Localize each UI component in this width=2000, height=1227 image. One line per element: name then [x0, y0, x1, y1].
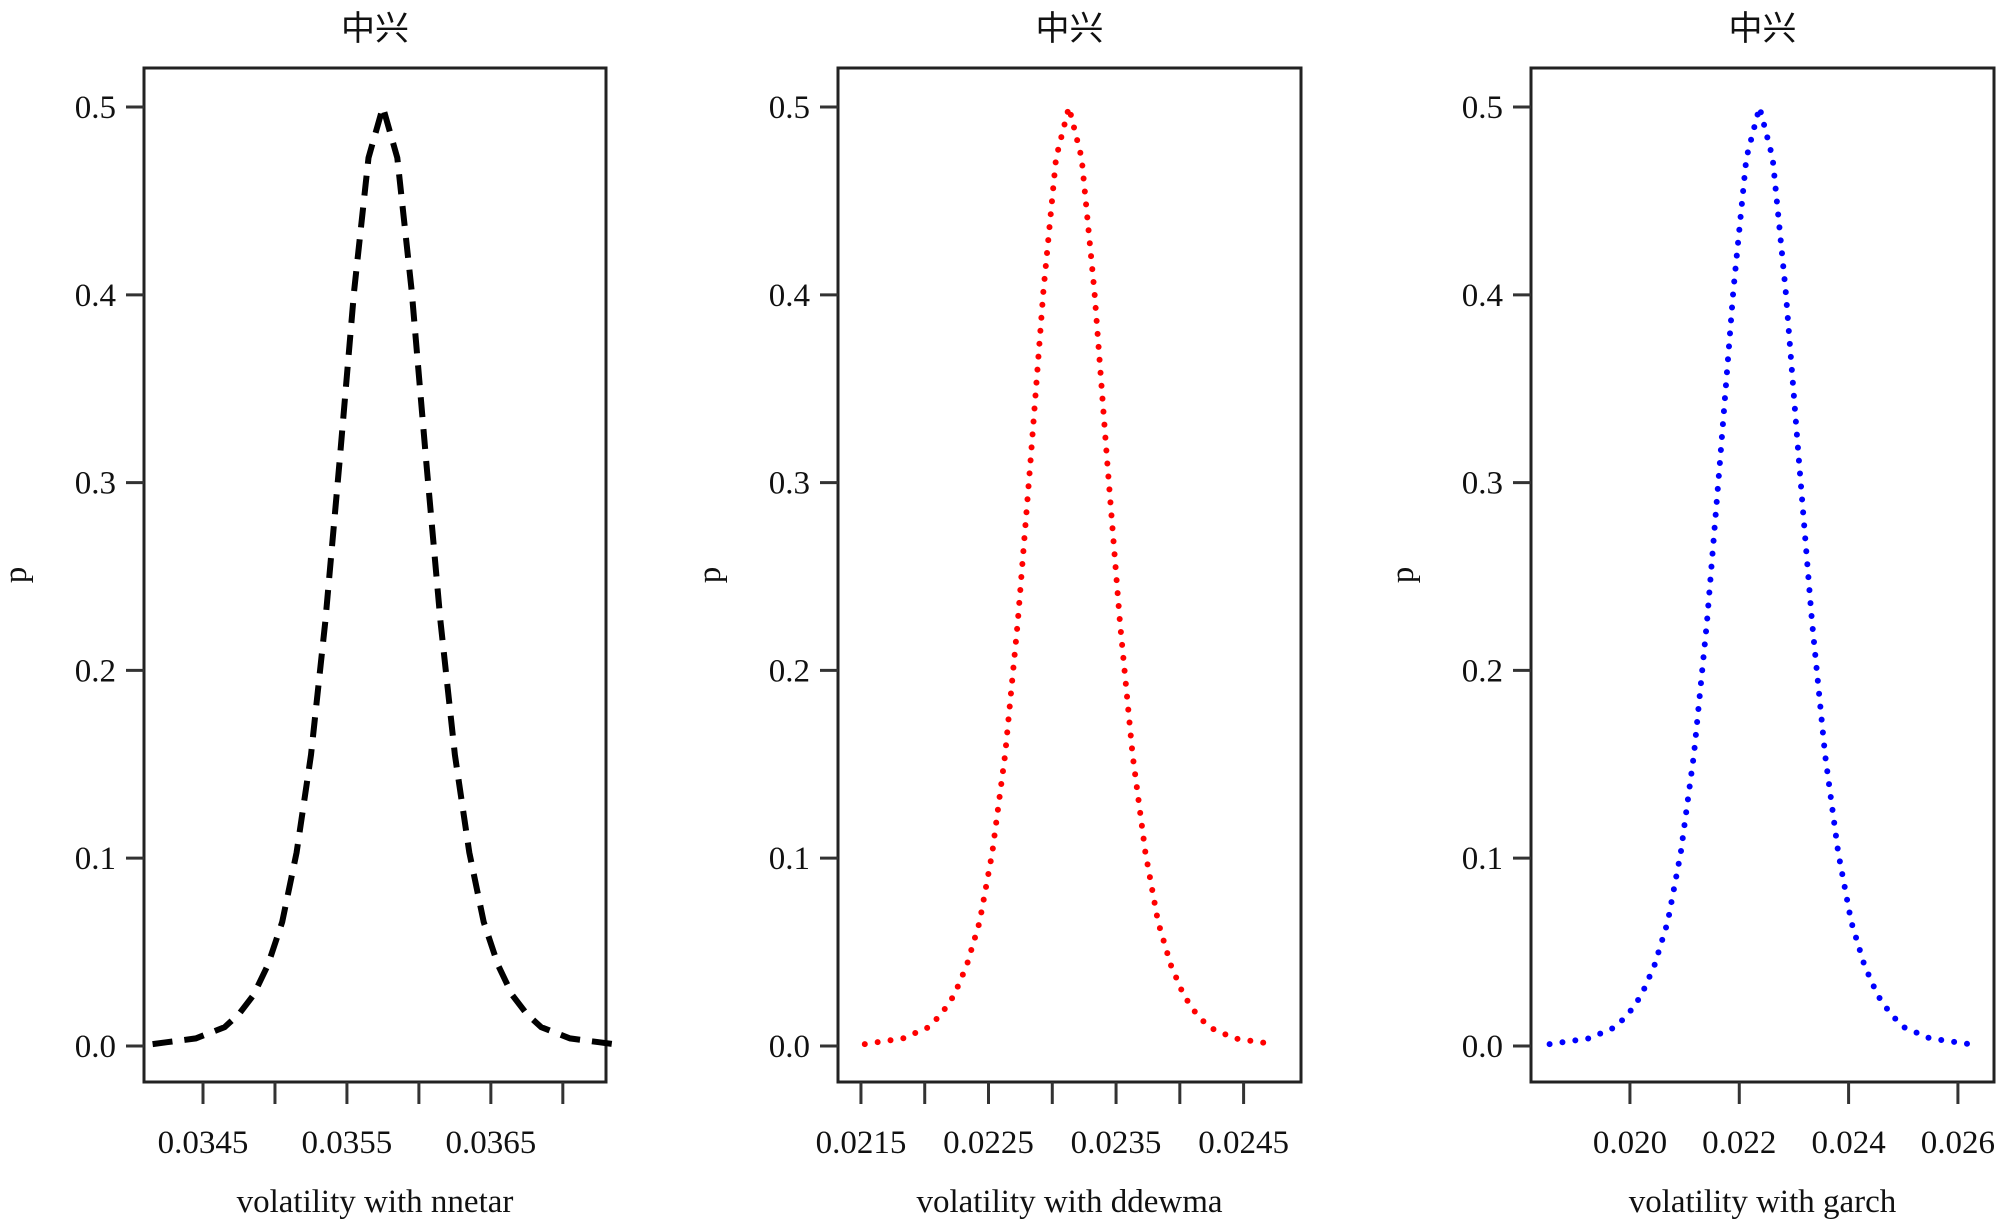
y-tick-label: 0.0 [1462, 1029, 1503, 1065]
y-axis-title: p [1385, 567, 1421, 584]
y-tick-label: 0.1 [769, 841, 810, 877]
y-tick-label: 0.0 [769, 1029, 810, 1065]
y-tick-label: 0.2 [1462, 653, 1503, 689]
panel-2: 中兴 0.0 0.1 0.2 0.3 0.4 0.5 0.0215 0.0225 0.0235 0.… [692, 10, 1303, 1220]
x-axis-title: volatility with ddewma [916, 1184, 1222, 1220]
density-line [1546, 95, 1973, 1048]
y-tick-label: 0.5 [1462, 90, 1503, 126]
x-tick-label: 0.0245 [1198, 1125, 1289, 1161]
x-tick-label: 0.020 [1593, 1125, 1667, 1161]
y-tick-label: 0.4 [1462, 278, 1503, 314]
x-tick-label: 0.0215 [816, 1125, 907, 1161]
density-line [152, 96, 614, 1048]
y-axis-title: p [0, 567, 34, 584]
y-tick-label: 0.1 [75, 841, 116, 877]
y-tick-label: 0.2 [75, 653, 116, 689]
y-tick-label: 0.3 [1462, 466, 1503, 502]
y-tick-label: 0.4 [769, 278, 810, 314]
panel-3: 中兴 0.0 0.1 0.2 0.3 0.4 0.5 0.020 0.022 0.024 0.026… [1385, 10, 1996, 1220]
y-tick-label: 0.5 [75, 90, 116, 126]
x-tick-label: 0.0345 [158, 1125, 249, 1161]
x-tick-label: 0.0225 [943, 1125, 1034, 1161]
y-tick-label: 0.4 [75, 278, 116, 314]
x-tick-label: 0.026 [1921, 1125, 1995, 1161]
x-tick-label: 0.0235 [1071, 1125, 1162, 1161]
plot-frame [836, 66, 1303, 1084]
y-tick-label: 0.3 [75, 466, 116, 502]
x-axis-title: volatility with garch [1629, 1184, 1897, 1220]
panel-title: 中兴 [341, 10, 409, 48]
y-tick-label: 0.1 [1462, 841, 1503, 877]
y-tick-label: 0.2 [769, 653, 810, 689]
y-tick-label: 0.5 [769, 90, 810, 126]
x-tick-label: 0.022 [1702, 1125, 1776, 1161]
plot-frame [1529, 66, 1996, 1084]
y-tick-label: 0.0 [75, 1029, 116, 1065]
x-tick-label: 0.0355 [302, 1125, 393, 1161]
density-line [861, 106, 1276, 1048]
panel-title: 中兴 [1729, 10, 1797, 48]
plot-frame [142, 66, 608, 1084]
x-tick-label: 0.024 [1811, 1125, 1885, 1161]
panel-1: 中兴 0.0 0.1 0.2 0.3 0.4 0.5 0.0345 0.0355 0.0365 vo… [0, 10, 614, 1220]
y-axis-title: p [692, 567, 728, 584]
y-tick-label: 0.3 [769, 466, 810, 502]
x-axis-title: volatility with nnetar [237, 1184, 514, 1220]
x-tick-label: 0.0365 [445, 1125, 536, 1161]
panel-title: 中兴 [1036, 10, 1104, 48]
